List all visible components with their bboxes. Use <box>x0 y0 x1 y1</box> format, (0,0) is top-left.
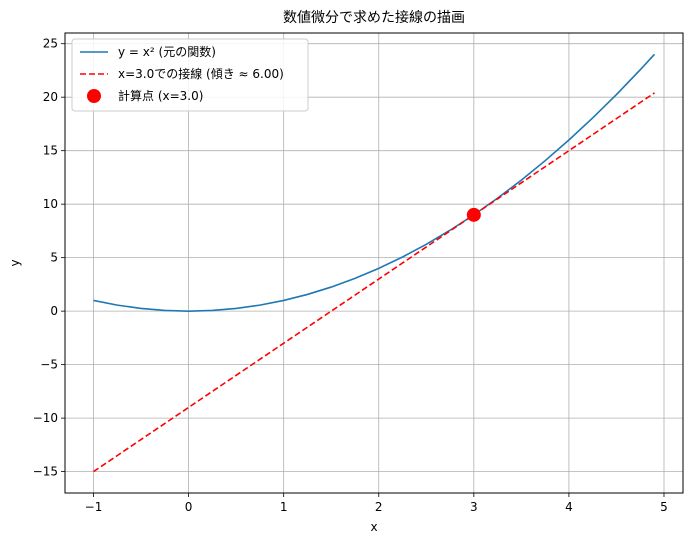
legend-label-2: 計算点 (x=3.0) <box>118 88 203 103</box>
x-tick-label: 5 <box>660 500 668 514</box>
y-tick-label: 0 <box>50 304 58 318</box>
plot-series <box>93 53 656 473</box>
y-tick-label: −5 <box>40 358 58 372</box>
y-tick-label: 15 <box>43 144 58 158</box>
x-tick-label: 0 <box>185 500 193 514</box>
y-tick-label: −15 <box>33 465 58 479</box>
x-tick-label: 2 <box>375 500 383 514</box>
y-tick-label: −10 <box>33 411 58 425</box>
x-tick-label: 4 <box>565 500 573 514</box>
x-axis-label: x <box>370 520 377 534</box>
plot-frame <box>64 32 684 494</box>
y-axis-label: y <box>8 259 22 266</box>
legend-box <box>71 38 309 112</box>
x-tick-label: 3 <box>470 500 478 514</box>
x-tick-label: −1 <box>85 500 103 514</box>
y-tick-label: 25 <box>43 37 58 51</box>
y-tick-label: 20 <box>43 90 58 104</box>
legend: y = x² (元の関数) x=3.0での接線 (傾き ≈ 6.00) 計算点 (x… <box>71 38 309 112</box>
legend-label-0: y = x² (元の関数) <box>118 44 216 59</box>
series-line-0 <box>93 53 656 312</box>
y-tick-label: 10 <box>43 197 58 211</box>
x-tick-label: 1 <box>280 500 288 514</box>
legend-label-1: x=3.0での接線 (傾き ≈ 6.00) <box>118 66 284 81</box>
chart-title: 数値微分で求めた接線の描画 <box>283 9 465 26</box>
legend-marker-2 <box>87 89 101 103</box>
series-line-1 <box>93 92 655 473</box>
series-point-2 <box>466 207 481 222</box>
y-tick-label: 5 <box>50 251 58 265</box>
